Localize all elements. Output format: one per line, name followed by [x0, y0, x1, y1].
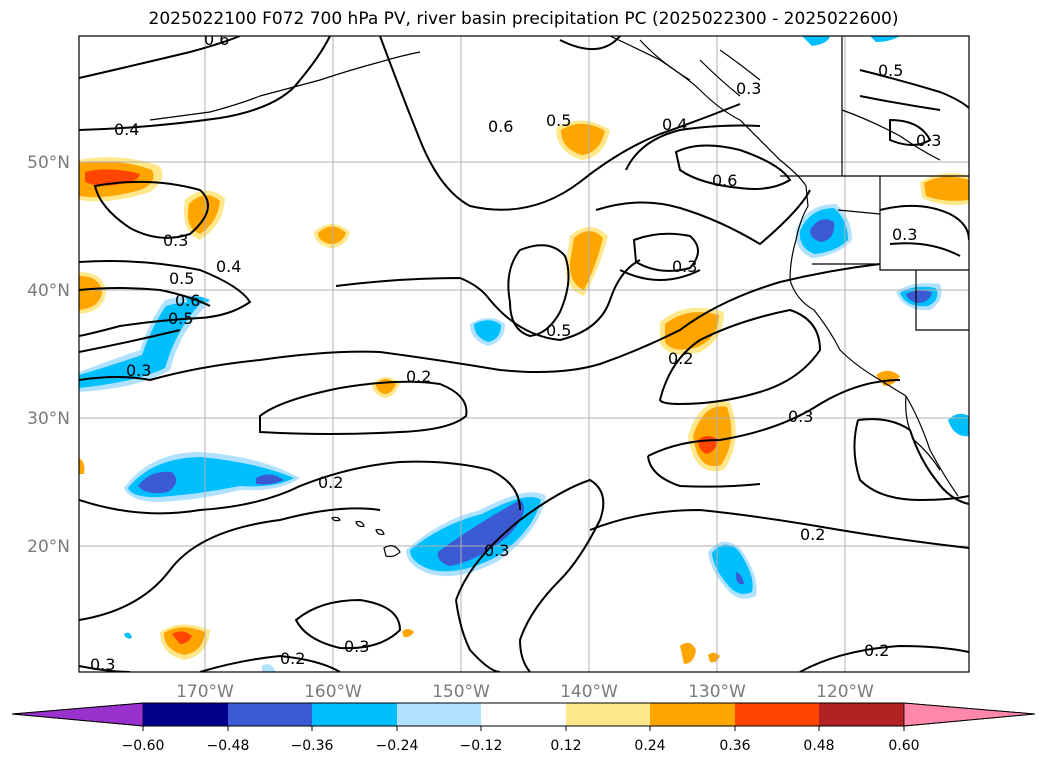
pv-contours [79, 36, 969, 672]
contour-label: 0.2 [318, 473, 343, 492]
contour-label: 0.5 [546, 321, 571, 340]
anomaly-positive [665, 312, 719, 350]
colorbar-tick-label: −0.48 [207, 738, 250, 754]
contour-label: 0.3 [736, 79, 761, 98]
anomaly-negative [906, 290, 932, 303]
anomaly-negative [802, 36, 830, 46]
contour-labels: 0.6 0.4 0.3 0.5 0.4 0.6 0.5 0.3 0.6 0.3 … [90, 30, 941, 674]
lat-label: 20°N [27, 537, 70, 557]
coastlines [149, 36, 969, 497]
contour-label: 0.2 [406, 367, 431, 386]
lat-label: 40°N [27, 281, 70, 301]
colorbar-segment [143, 703, 228, 726]
contour-label: 0.6 [175, 291, 200, 310]
anomaly-negative [124, 632, 132, 639]
anomaly-negative [810, 219, 835, 242]
anomaly-positive [79, 276, 102, 310]
colorbar-tick-label: 0.36 [719, 738, 750, 754]
contour-label: 0.5 [546, 111, 571, 130]
shaded-anomalies [79, 36, 969, 672]
contour-label: 0.2 [800, 525, 825, 544]
anomaly-positive [187, 195, 220, 234]
colorbar-tick-label: 0.24 [634, 738, 665, 754]
contour-label: 0.6 [488, 117, 513, 136]
contour-label: 0.6 [204, 30, 229, 49]
map-title: 2025022100 F072 700 hPa PV, river basin … [148, 9, 899, 29]
contour-label: 0.3 [90, 655, 115, 674]
contour-label: 0.3 [126, 361, 151, 380]
colorbar-tick-label: −0.12 [460, 738, 503, 754]
contour-label: 0.3 [788, 407, 813, 426]
contour-label: 0.4 [662, 115, 687, 134]
anomaly-negative [262, 664, 276, 672]
contour-label: 0.4 [216, 257, 241, 276]
contour-label: 0.2 [668, 349, 693, 368]
anomaly-negative [736, 572, 744, 585]
colorbar-segment [735, 703, 819, 726]
colorbar-segment [312, 703, 397, 726]
colorbar-segment [819, 703, 904, 726]
colorbar-ticks [142, 726, 905, 731]
anomaly-negative [437, 500, 524, 566]
colorbar-segment [566, 703, 650, 726]
contour-label: 0.3 [916, 131, 941, 150]
contour-label: 0.3 [484, 541, 509, 560]
lon-label: 120°W [816, 682, 874, 702]
anomaly-negative [474, 320, 501, 342]
contour-label: 0.2 [280, 649, 305, 668]
colorbar-tick-label: 0.48 [803, 738, 834, 754]
colorbar-extend-low [11, 702, 144, 727]
contour-label: 0.5 [168, 309, 193, 328]
colorbar-tick-label: −0.60 [122, 738, 165, 754]
anomaly-positive [680, 642, 696, 664]
lat-label: 30°N [27, 409, 70, 429]
contour-label: 0.3 [892, 225, 917, 244]
contour-label: 0.6 [712, 171, 737, 190]
anomaly-negative [138, 471, 177, 494]
contour-label: 0.5 [878, 61, 903, 80]
map-area: 0.6 0.4 0.3 0.5 0.4 0.6 0.5 0.3 0.6 0.3 … [79, 30, 969, 674]
anomaly-positive [402, 629, 414, 638]
lon-label: 170°W [176, 682, 234, 702]
contour-label: 0.2 [864, 641, 889, 660]
colorbar-tick-label: −0.24 [376, 738, 419, 754]
contour-label: 0.3 [163, 231, 188, 250]
map-frame [78, 35, 970, 673]
contour-label: 0.3 [672, 257, 697, 276]
anomaly-positive [172, 631, 192, 644]
colorbar-segment [481, 703, 566, 726]
latitude-labels: 50°N 40°N 30°N 20°N [27, 153, 70, 557]
contour-label: 0.3 [344, 637, 369, 656]
anomaly-negative [870, 36, 900, 42]
lon-label: 140°W [560, 682, 618, 702]
colorbar-tick-label: 0.60 [888, 738, 919, 754]
contour-label: 0.4 [114, 120, 139, 139]
colorbar-tick-label: −0.36 [291, 738, 334, 754]
lon-label: 150°W [432, 682, 490, 702]
colorbar-segment [650, 703, 735, 726]
anomaly-positive [924, 176, 969, 201]
longitude-labels: 170°W 160°W 150°W 140°W 130°W 120°W [176, 682, 874, 702]
hawaii-islands [331, 516, 401, 558]
anomaly-positive [318, 226, 346, 244]
anomaly-positive [79, 458, 85, 474]
lon-label: 130°W [688, 682, 746, 702]
lat-label: 50°N [27, 153, 70, 173]
anomaly-negative [79, 302, 200, 388]
contour-label: 0.5 [169, 269, 194, 288]
lon-label: 160°W [304, 682, 362, 702]
colorbar-tick-label: 0.12 [550, 738, 581, 754]
colorbar-segment [228, 703, 312, 726]
anomaly-negative [256, 474, 284, 485]
anomaly-positive [561, 123, 605, 155]
anomaly-negative [948, 413, 969, 437]
colorbar-extend-high [903, 702, 1036, 727]
anomaly-positive [569, 231, 603, 290]
colorbar: −0.60 −0.48 −0.36 −0.24 −0.12 0.12 0.24 … [11, 702, 1036, 754]
colorbar-segment [397, 703, 481, 726]
